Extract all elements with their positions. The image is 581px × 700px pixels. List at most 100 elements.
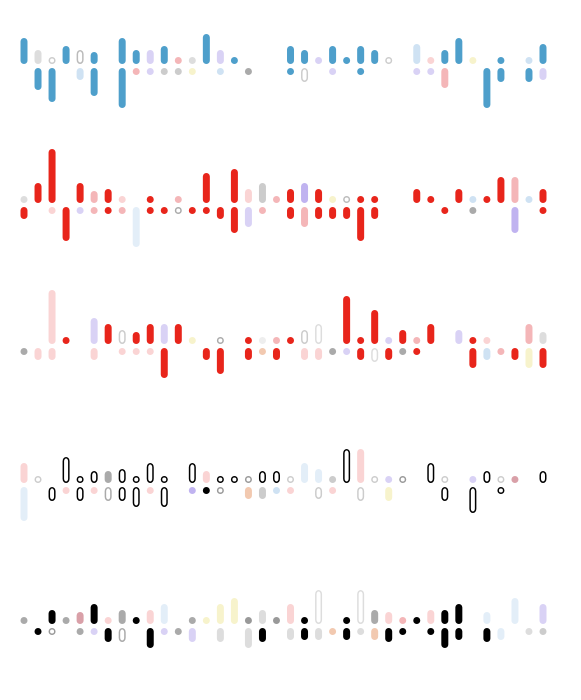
glyph-bar (258, 207, 266, 214)
glyph-bar (343, 628, 351, 640)
glyph-bar (272, 348, 280, 360)
glyph-bar (399, 487, 407, 494)
glyph-bar (371, 476, 379, 483)
glyph-bar (90, 191, 98, 203)
glyph-bar (539, 348, 547, 368)
glyph-bar (244, 617, 252, 624)
glyph-bar (525, 324, 533, 344)
glyph-bar (272, 471, 280, 483)
glyph-bar (539, 628, 547, 635)
glyph-bar (90, 628, 98, 635)
glyph-bar (160, 476, 168, 483)
glyph-bar (455, 604, 463, 624)
glyph-bar (188, 617, 196, 624)
glyph-bar (357, 487, 365, 501)
glyph-bar (539, 471, 547, 483)
glyph-bar (385, 337, 393, 344)
glyph-bar (525, 348, 533, 368)
glyph-bar (20, 348, 28, 355)
glyph-bar (76, 628, 84, 635)
glyph-bar (188, 487, 196, 494)
glyph-bar (216, 476, 224, 483)
glyph-bar (329, 348, 337, 355)
glyph-bar (146, 487, 154, 494)
glyph-bar (62, 617, 70, 624)
glyph-bar (132, 207, 140, 247)
glyph-bar (287, 189, 295, 203)
glyph-bar (371, 310, 379, 344)
glyph-bar (511, 207, 519, 233)
glyph-bar (497, 476, 505, 483)
glyph-bar (48, 68, 56, 102)
glyph-bar (76, 183, 84, 203)
glyph-bar (469, 617, 477, 624)
glyph-bar (118, 68, 126, 108)
glyph-bar (287, 628, 295, 640)
glyph-bar (174, 68, 182, 75)
glyph-bar (329, 196, 337, 203)
glyph-bar (399, 628, 407, 635)
glyph-bar (90, 471, 98, 483)
glyph-bar (455, 330, 463, 344)
glyph-bar (287, 46, 295, 64)
glyph-bar (357, 207, 365, 241)
glyph-bar (343, 617, 351, 624)
glyph-bar (258, 628, 266, 642)
glyph-bar (202, 34, 210, 64)
glyph-bar (90, 487, 98, 494)
glyph-bar (62, 337, 70, 344)
glyph-bar (441, 487, 449, 501)
glyph-bar (385, 476, 393, 483)
glyph-bar (413, 189, 421, 203)
glyph-bar (146, 610, 154, 624)
glyph-bar (455, 38, 463, 64)
glyph-bar (357, 449, 365, 483)
glyph-bar (539, 207, 547, 214)
glyph-bar (146, 348, 154, 355)
glyph-bar (132, 487, 140, 507)
glyph-bar (244, 68, 252, 75)
glyph-bar (118, 628, 126, 642)
glyph-bar (90, 604, 98, 624)
glyph-bar (258, 471, 266, 483)
glyph-bar (399, 348, 407, 355)
glyph-bar (230, 487, 238, 494)
glyph-bar (132, 50, 140, 64)
glyph-bar (104, 617, 112, 624)
glyph-bar (132, 476, 140, 483)
glyph-bar (90, 52, 98, 64)
glyph-bar (525, 57, 533, 64)
glyph-bar (315, 57, 323, 64)
glyph-bar (469, 487, 477, 513)
glyph-bar (48, 487, 56, 501)
glyph-bar (188, 463, 196, 483)
glyph-bar (48, 57, 56, 64)
glyph-bar (357, 348, 365, 360)
glyph-bar (287, 207, 295, 219)
glyph-bar (483, 471, 491, 483)
glyph-bar (48, 290, 56, 344)
glyph-bar (160, 46, 168, 64)
glyph-bar (90, 207, 98, 214)
glyph-bar (34, 628, 42, 635)
glyph-bar (62, 457, 70, 483)
glyph-bar (525, 628, 533, 635)
glyph-bar (230, 476, 238, 483)
glyph-bar (146, 463, 154, 483)
glyph-bar (216, 207, 224, 219)
glyph-bar (525, 68, 533, 82)
glyph-bar (511, 348, 519, 360)
glyph-bar (315, 324, 323, 344)
glyph-bar (244, 207, 252, 227)
glyph-bar (188, 68, 196, 75)
glyph-bar (244, 337, 252, 344)
glyph-bar (272, 196, 280, 203)
glyph-bar (76, 50, 84, 64)
glyph-bar (272, 487, 280, 494)
glyph-bar (483, 68, 491, 108)
glyph-bar (244, 189, 252, 203)
glyph-bar (174, 487, 182, 494)
glyph-bar (174, 324, 182, 344)
glyph-bar (413, 44, 421, 64)
glyph-bar (441, 610, 449, 624)
